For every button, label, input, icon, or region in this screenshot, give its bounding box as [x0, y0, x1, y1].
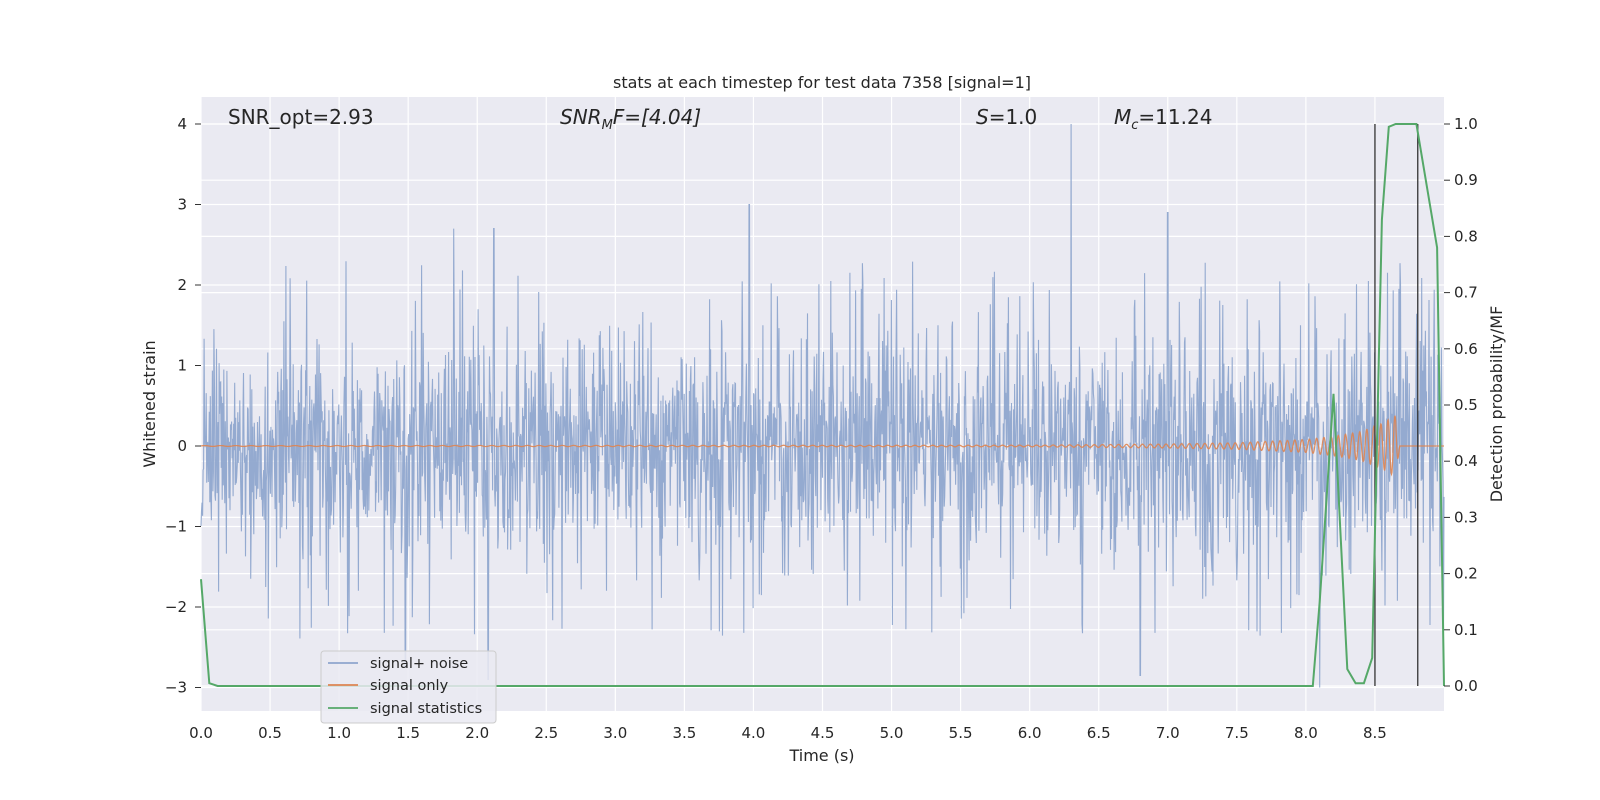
y-tick-label: 3: [177, 196, 187, 214]
y-right-axis-ticks: 1.0 0.9 0.8 0.7 0.6 0.5 0.4 0.3 0.2 0.1 0.0: [1444, 115, 1478, 695]
vertical-markers: [1374, 124, 1419, 686]
signal-only-line: [200, 415, 1444, 477]
y-right-tick-label: 0.6: [1454, 340, 1478, 358]
y-tick-label: 4: [177, 115, 187, 133]
x-tick-label: 1.5: [396, 724, 420, 742]
y-tick-label: 1: [177, 357, 187, 375]
y-right-tick-label: 1.0: [1454, 115, 1478, 133]
mc-annotation: Mc=11.24: [1114, 105, 1212, 133]
x-tick-label: 0.5: [258, 724, 282, 742]
s-annotation: S=1.0: [976, 105, 1037, 129]
x-axis-ticks: 0.0 0.5 1.0 1.5 2.0 2.5 3.0 3.5 4.0 4.5 5.0 5.5 6.0 6…: [189, 724, 1387, 742]
x-tick-label: 2.0: [465, 724, 489, 742]
x-axis-label: Time (s): [788, 746, 854, 765]
x-tick-label: 6.0: [1018, 724, 1042, 742]
legend: signal+ noise signal only signal statist…: [320, 650, 497, 724]
y-tick-label: 2: [177, 276, 187, 294]
x-tick-label: 4.0: [742, 724, 766, 742]
x-tick-label: 7.5: [1225, 724, 1249, 742]
x-tick-label: 3.5: [672, 724, 696, 742]
x-tick-label: 4.5: [811, 724, 835, 742]
x-tick-label: 0.0: [189, 724, 213, 742]
x-tick-label: 8.0: [1294, 724, 1318, 742]
x-tick-label: 6.5: [1087, 724, 1111, 742]
y-right-tick-label: 0.7: [1454, 284, 1478, 302]
snr-mf-annotation: SNRMF=[4.04]: [560, 105, 701, 133]
x-tick-label: 7.0: [1156, 724, 1180, 742]
y-right-axis-label: Detection probability/MF: [1487, 306, 1506, 503]
legend-label-signal-statistics: signal statistics: [370, 701, 482, 717]
y-axis-label: Whitened strain: [140, 340, 159, 467]
y-right-tick-label: 0.1: [1454, 621, 1478, 639]
legend-box: [320, 650, 497, 724]
y-right-tick-label: 0.3: [1454, 508, 1478, 526]
signal-noise-line: [200, 123, 1445, 688]
x-tick-label: 1.0: [327, 724, 351, 742]
signal-only-series: [200, 415, 1444, 477]
signal-statistics-series: [200, 123, 1445, 687]
y-right-tick-label: 0.4: [1454, 452, 1478, 470]
y-tick-label: −2: [165, 598, 187, 616]
legend-label-signal-noise: signal+ noise: [370, 656, 468, 672]
y-right-tick-label: 0.5: [1454, 396, 1478, 414]
chart-title: stats at each timestep for test data 735…: [613, 73, 1031, 92]
y-right-tick-label: 0.8: [1454, 227, 1478, 245]
legend-label-signal-only: signal only: [370, 678, 449, 694]
y-tick-label: −1: [165, 518, 187, 536]
x-tick-label: 3.0: [603, 724, 627, 742]
snr-opt-annotation: SNR_opt=2.93: [228, 105, 374, 129]
y-tick-label: 0: [177, 437, 187, 455]
x-tick-label: 8.5: [1363, 724, 1387, 742]
y-axis-ticks: 4 3 2 1 0 −1 −2 −3: [165, 115, 201, 697]
y-right-tick-label: 0.2: [1454, 565, 1478, 583]
y-right-tick-label: 0.0: [1454, 677, 1478, 695]
x-tick-label: 2.5: [534, 724, 558, 742]
y-right-tick-label: 0.9: [1454, 171, 1478, 189]
y-tick-label: −3: [165, 679, 187, 697]
signal-noise-series: [200, 123, 1445, 688]
signal-statistics-line: [200, 123, 1445, 687]
x-tick-label: 5.0: [880, 724, 904, 742]
x-tick-label: 5.5: [949, 724, 973, 742]
